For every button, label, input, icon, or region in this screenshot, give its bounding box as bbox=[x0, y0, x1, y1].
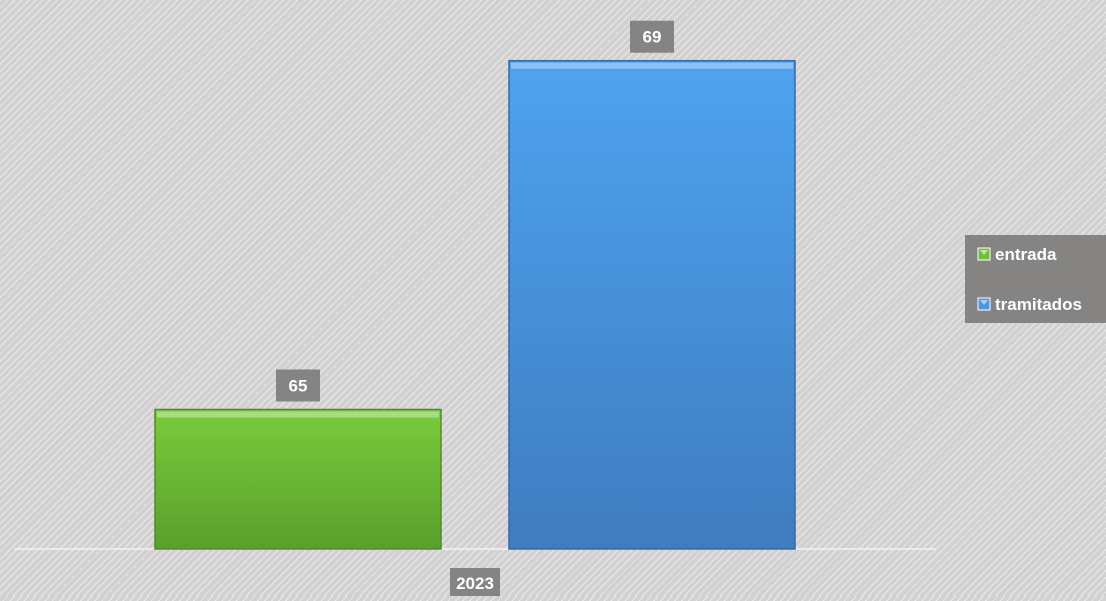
bars-layer bbox=[154, 59, 796, 550]
category-label-box bbox=[450, 568, 500, 596]
legend-label-entrada: entrada bbox=[995, 245, 1057, 264]
legend-swatch-shine-tramitados bbox=[980, 300, 988, 305]
data-label-tramitados: 69 bbox=[643, 28, 662, 47]
legend: entrada tramitados bbox=[965, 235, 1106, 323]
bar-tramitados bbox=[508, 59, 796, 550]
data-label-box-tramitados bbox=[630, 20, 674, 53]
bar-entrada bbox=[154, 408, 442, 550]
category-label: 2023 bbox=[456, 574, 494, 593]
legend-label-tramitados: tramitados bbox=[995, 295, 1082, 314]
data-label-box-entrada bbox=[276, 369, 320, 402]
bar-bevel-tramitados bbox=[511, 62, 793, 69]
data-label-entrada: 65 bbox=[289, 376, 308, 395]
legend-swatch-shine-entrada bbox=[980, 250, 988, 255]
category-labels-layer: 2023 bbox=[450, 568, 500, 596]
bar-bevel-entrada bbox=[157, 411, 439, 418]
data-labels-layer: 65 69 bbox=[276, 20, 674, 402]
